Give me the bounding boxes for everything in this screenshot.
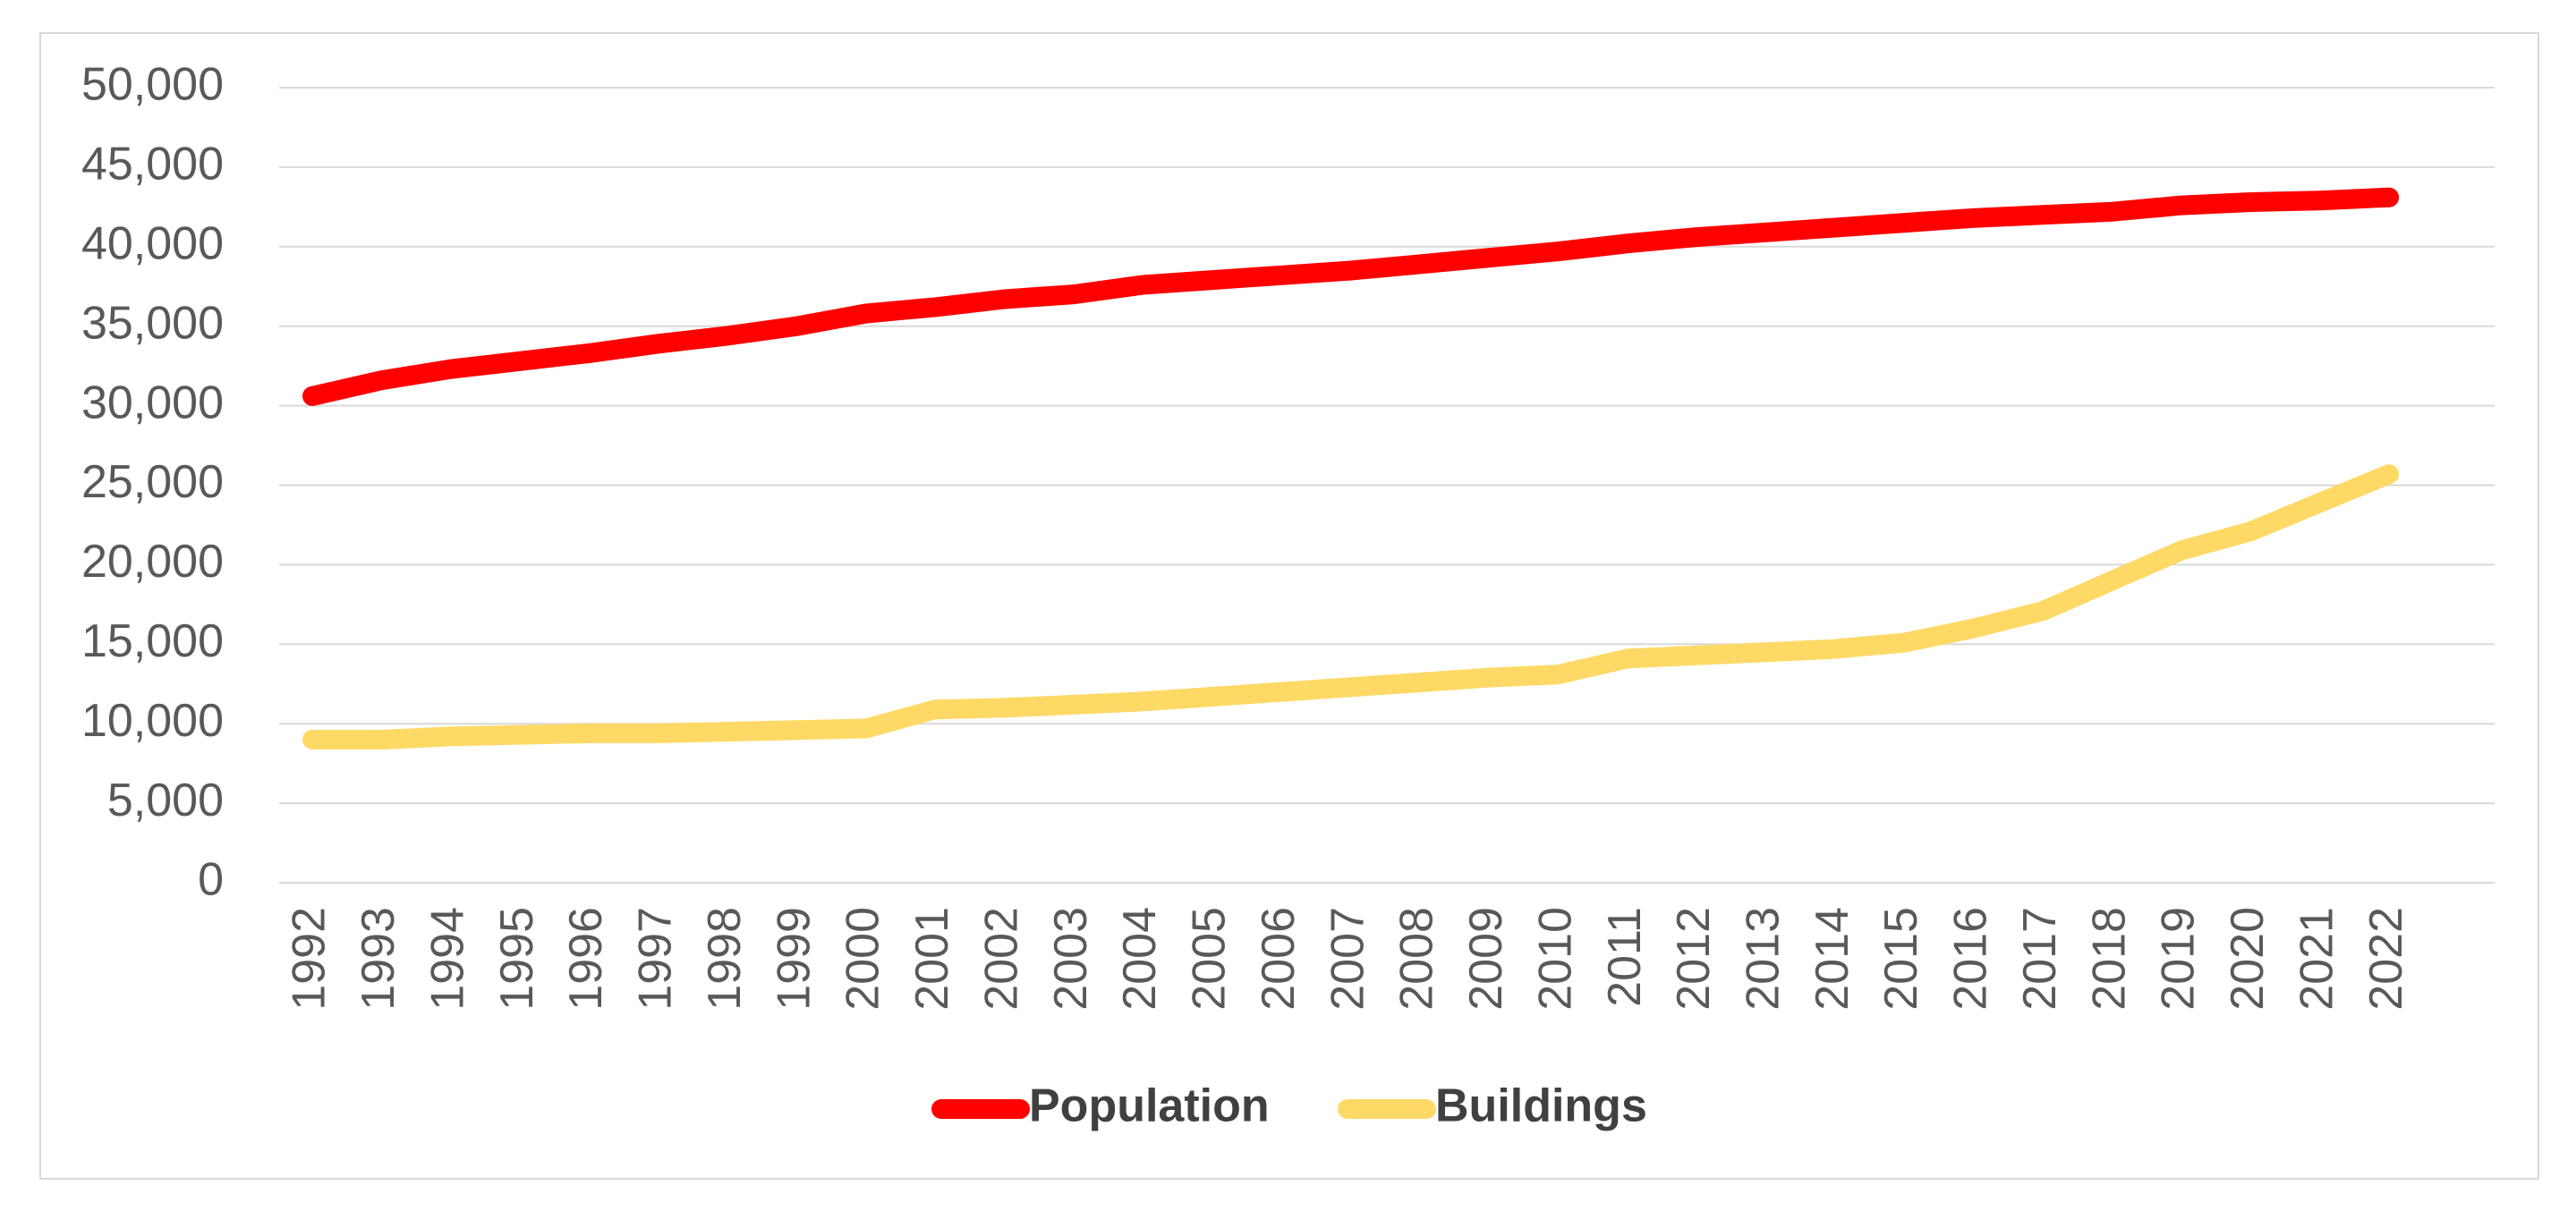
y-tick-label: 10,000: [81, 695, 224, 747]
x-axis-tick-labels: 1992 1993 1994 1995 1996 1997 1998 1999 2000 2001…: [284, 907, 2412, 1011]
x-tick-label: 2016: [1945, 907, 1997, 1011]
y-tick-label: 40,000: [81, 218, 224, 270]
x-tick-label: 2019: [2153, 907, 2205, 1011]
x-tick-label: 2004: [1114, 907, 1166, 1011]
y-tick-label: 30,000: [81, 377, 224, 428]
x-tick-label: 1997: [630, 907, 682, 1011]
gridlines: [279, 87, 2495, 884]
y-tick-label: 0: [198, 854, 224, 906]
x-tick-label: 2011: [1599, 907, 1651, 1007]
x-tick-label: 2002: [975, 907, 1027, 1011]
x-tick-label: 2017: [2014, 907, 2066, 1011]
x-tick-label: 2000: [837, 907, 889, 1011]
x-tick-label: 2007: [1322, 907, 1373, 1011]
x-tick-label: 2014: [1807, 907, 1858, 1011]
series-line-buildings: [302, 464, 2400, 749]
y-tick-label: 35,000: [81, 297, 224, 349]
x-tick-label: 1995: [491, 907, 543, 1011]
legend: Population Buildings: [931, 1080, 1647, 1132]
x-tick-label: 2020: [2222, 907, 2274, 1011]
x-tick-label: 2005: [1184, 907, 1236, 1011]
x-tick-label: 1993: [353, 907, 404, 1011]
series-line-population: [302, 187, 2400, 406]
x-tick-label: 2012: [1668, 907, 1720, 1011]
x-tick-label: 2018: [2083, 907, 2135, 1011]
y-tick-label: 5,000: [107, 775, 224, 826]
x-tick-label: 2003: [1045, 907, 1097, 1011]
x-tick-label: 1999: [768, 907, 820, 1011]
series-lines: [302, 187, 2400, 749]
x-tick-label: 1994: [421, 907, 473, 1011]
y-tick-label: 45,000: [81, 139, 224, 191]
chart-frame: [39, 32, 2539, 1180]
x-tick-label: 1996: [560, 907, 612, 1011]
x-tick-label: 2010: [1529, 907, 1581, 1011]
x-tick-label: 2009: [1460, 907, 1512, 1011]
x-tick-label: 2001: [906, 907, 958, 1011]
x-tick-label: 2021: [2291, 907, 2342, 1011]
y-tick-label: 15,000: [81, 615, 224, 667]
x-tick-label: 2013: [1738, 907, 1790, 1011]
y-tick-label: 25,000: [81, 456, 224, 508]
y-axis-tick-labels: 0 5,000 10,000 15,000 20,000 25,000 30,000 35,0…: [81, 59, 224, 906]
x-tick-label: 1998: [699, 907, 751, 1011]
y-tick-label: 50,000: [81, 59, 224, 111]
y-tick-label: 20,000: [81, 536, 224, 588]
x-tick-label: 2008: [1391, 907, 1443, 1011]
x-tick-label: 2015: [1875, 907, 1927, 1011]
x-tick-label: 2022: [2360, 907, 2412, 1011]
x-tick-label: 1992: [284, 907, 336, 1011]
x-tick-label: 2006: [1253, 907, 1305, 1011]
legend-label-population: Population: [1029, 1080, 1270, 1132]
legend-label-buildings: Buildings: [1435, 1080, 1647, 1132]
